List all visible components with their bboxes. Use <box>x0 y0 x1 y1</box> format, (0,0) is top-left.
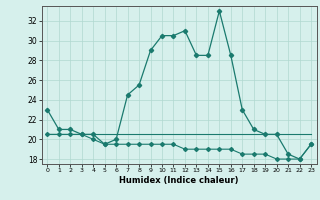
X-axis label: Humidex (Indice chaleur): Humidex (Indice chaleur) <box>119 176 239 185</box>
